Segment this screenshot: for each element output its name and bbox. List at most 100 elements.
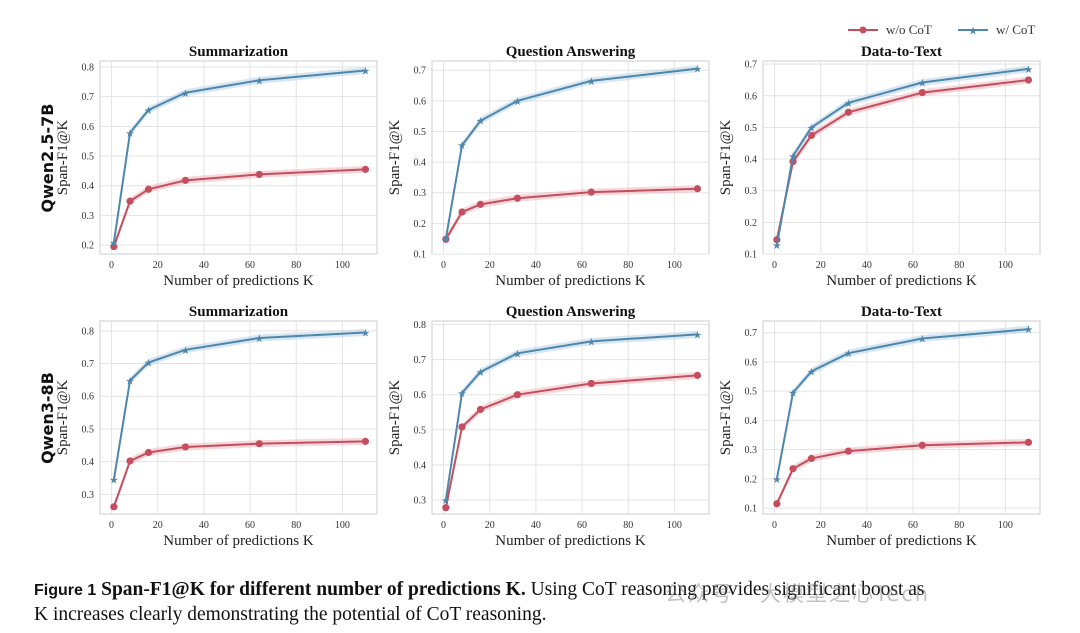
y-tick-label: 0.3 — [745, 186, 758, 197]
y-tick-label: 0.5 — [82, 424, 95, 435]
point-with-cot: ★ — [125, 129, 135, 140]
caption-body-line1: Using CoT reasoning provides significant… — [530, 579, 925, 600]
caption-body-line2: K increases clearly demonstrating the po… — [34, 604, 547, 625]
point-with-cot: ★ — [788, 389, 798, 400]
y-tick-label: 0.1 — [745, 504, 758, 515]
y-tick-label: 0.3 — [82, 211, 95, 222]
x-tick-label: 20 — [485, 520, 495, 531]
point-with-cot: ★ — [109, 476, 119, 487]
point-without-cot — [587, 188, 595, 196]
point-with-cot: ★ — [693, 330, 703, 341]
y-tick-label: 0.1 — [414, 250, 427, 261]
point-without-cot — [126, 197, 134, 205]
x-tick-label: 100 — [667, 520, 682, 531]
series-line-without-cot — [112, 440, 366, 508]
point-with-cot: ★ — [513, 349, 523, 360]
point-without-cot — [789, 465, 797, 473]
x-tick-label: 20 — [485, 260, 495, 271]
y-tick-label: 0.6 — [745, 357, 758, 368]
panel-3: 0.3 0.4 0.5 0.6 0.7 0.8 0 20 40 60 80 100 Summarizat… — [55, 304, 378, 549]
x-tick-label: 40 — [199, 260, 209, 271]
point-with-cot: ★ — [1024, 325, 1034, 336]
plot-area — [431, 60, 710, 255]
x-tick-label: 100 — [667, 260, 682, 271]
legend-marker-with-cot: ★ — [968, 26, 978, 38]
point-with-cot: ★ — [476, 368, 486, 379]
point-without-cot — [693, 185, 702, 193]
y-tick-label: 0.6 — [414, 390, 427, 401]
series-line-with-cot — [444, 67, 698, 239]
y-tick-label: 0.7 — [82, 92, 95, 103]
x-tick-label: 100 — [998, 520, 1013, 531]
panel-title: Data-to-Text — [861, 304, 942, 320]
plot-area — [762, 60, 1041, 255]
x-tick-label: 0 — [772, 520, 777, 531]
point-without-cot — [693, 371, 702, 379]
x-tick-label: 60 — [577, 260, 587, 271]
x-tick-label: 40 — [531, 520, 541, 531]
legend-label-with-cot: w/ CoT — [996, 22, 1035, 37]
y-tick-label: 0.6 — [414, 96, 427, 107]
point-with-cot: ★ — [144, 106, 154, 117]
series-line-with-cot — [775, 328, 1029, 480]
x-tick-label: 40 — [862, 260, 872, 271]
point-without-cot — [458, 208, 466, 216]
point-with-cot: ★ — [918, 79, 928, 90]
y-tick-label: 0.5 — [745, 387, 758, 398]
y-axis-label: Span-F1@K — [718, 380, 734, 456]
series-band-0 — [776, 438, 1029, 508]
plot-area — [762, 320, 1041, 515]
y-tick-label: 0.7 — [414, 355, 427, 366]
y-tick-label: 0.4 — [745, 416, 758, 427]
y-tick-label: 0.5 — [414, 127, 427, 138]
caption-label: Figure 1 — [34, 582, 97, 599]
x-tick-label: 100 — [335, 260, 350, 271]
figure-caption: Figure 1 Span-F1@K for different number … — [34, 578, 1064, 627]
point-without-cot — [181, 176, 190, 184]
x-axis-label: Number of predictions K — [826, 533, 977, 549]
x-axis-label: Number of predictions K — [163, 273, 314, 289]
y-tick-label: 0.6 — [745, 91, 758, 102]
x-tick-label: 0 — [772, 260, 777, 271]
point-with-cot: ★ — [844, 99, 854, 110]
legend: w/o CoT ★ w/ CoT — [848, 22, 1035, 38]
x-tick-label: 80 — [954, 260, 964, 271]
point-with-cot: ★ — [476, 117, 486, 128]
x-tick-label: 100 — [998, 260, 1013, 271]
x-tick-label: 40 — [862, 520, 872, 531]
x-tick-label: 80 — [623, 260, 633, 271]
plot-area — [431, 320, 710, 515]
y-tick-label: 0.1 — [745, 250, 758, 261]
x-tick-label: 60 — [908, 260, 918, 271]
y-tick-label: 0.5 — [414, 425, 427, 436]
point-with-cot: ★ — [181, 346, 191, 357]
panel-title: Summarization — [189, 304, 289, 320]
point-with-cot: ★ — [693, 65, 703, 76]
panel-title: Data-to-Text — [861, 44, 942, 60]
row-label-qwen2-5-7b: Qwen2.5-7B — [38, 104, 57, 213]
series-line-with-cot — [444, 333, 698, 501]
y-axis-label: Span-F1@K — [387, 120, 403, 196]
point-without-cot — [773, 500, 781, 508]
x-axis-label: Number of predictions K — [495, 533, 646, 549]
point-with-cot: ★ — [255, 334, 265, 345]
x-tick-label: 60 — [577, 520, 587, 531]
y-tick-label: 0.8 — [414, 320, 427, 331]
point-without-cot — [918, 441, 926, 449]
point-without-cot — [442, 504, 450, 512]
y-tick-label: 0.4 — [82, 457, 95, 468]
point-without-cot — [844, 108, 853, 116]
series-line-with-cot — [775, 67, 1029, 246]
point-without-cot — [807, 454, 816, 463]
x-tick-label: 80 — [623, 520, 633, 531]
x-tick-label: 100 — [335, 520, 350, 531]
panel-title: Question Answering — [506, 44, 636, 60]
panel-1: 0.1 0.2 0.3 0.4 0.5 0.6 0.7 0 20 40 60 80 100 Questio… — [387, 44, 710, 289]
y-tick-label: 0.7 — [82, 359, 95, 370]
x-tick-label: 60 — [908, 520, 918, 531]
series-line-with-cot — [112, 69, 366, 243]
x-tick-label: 80 — [954, 520, 964, 531]
series-line-without-cot — [775, 441, 1029, 505]
y-tick-label: 0.2 — [414, 219, 427, 230]
point-with-cot: ★ — [125, 377, 135, 388]
